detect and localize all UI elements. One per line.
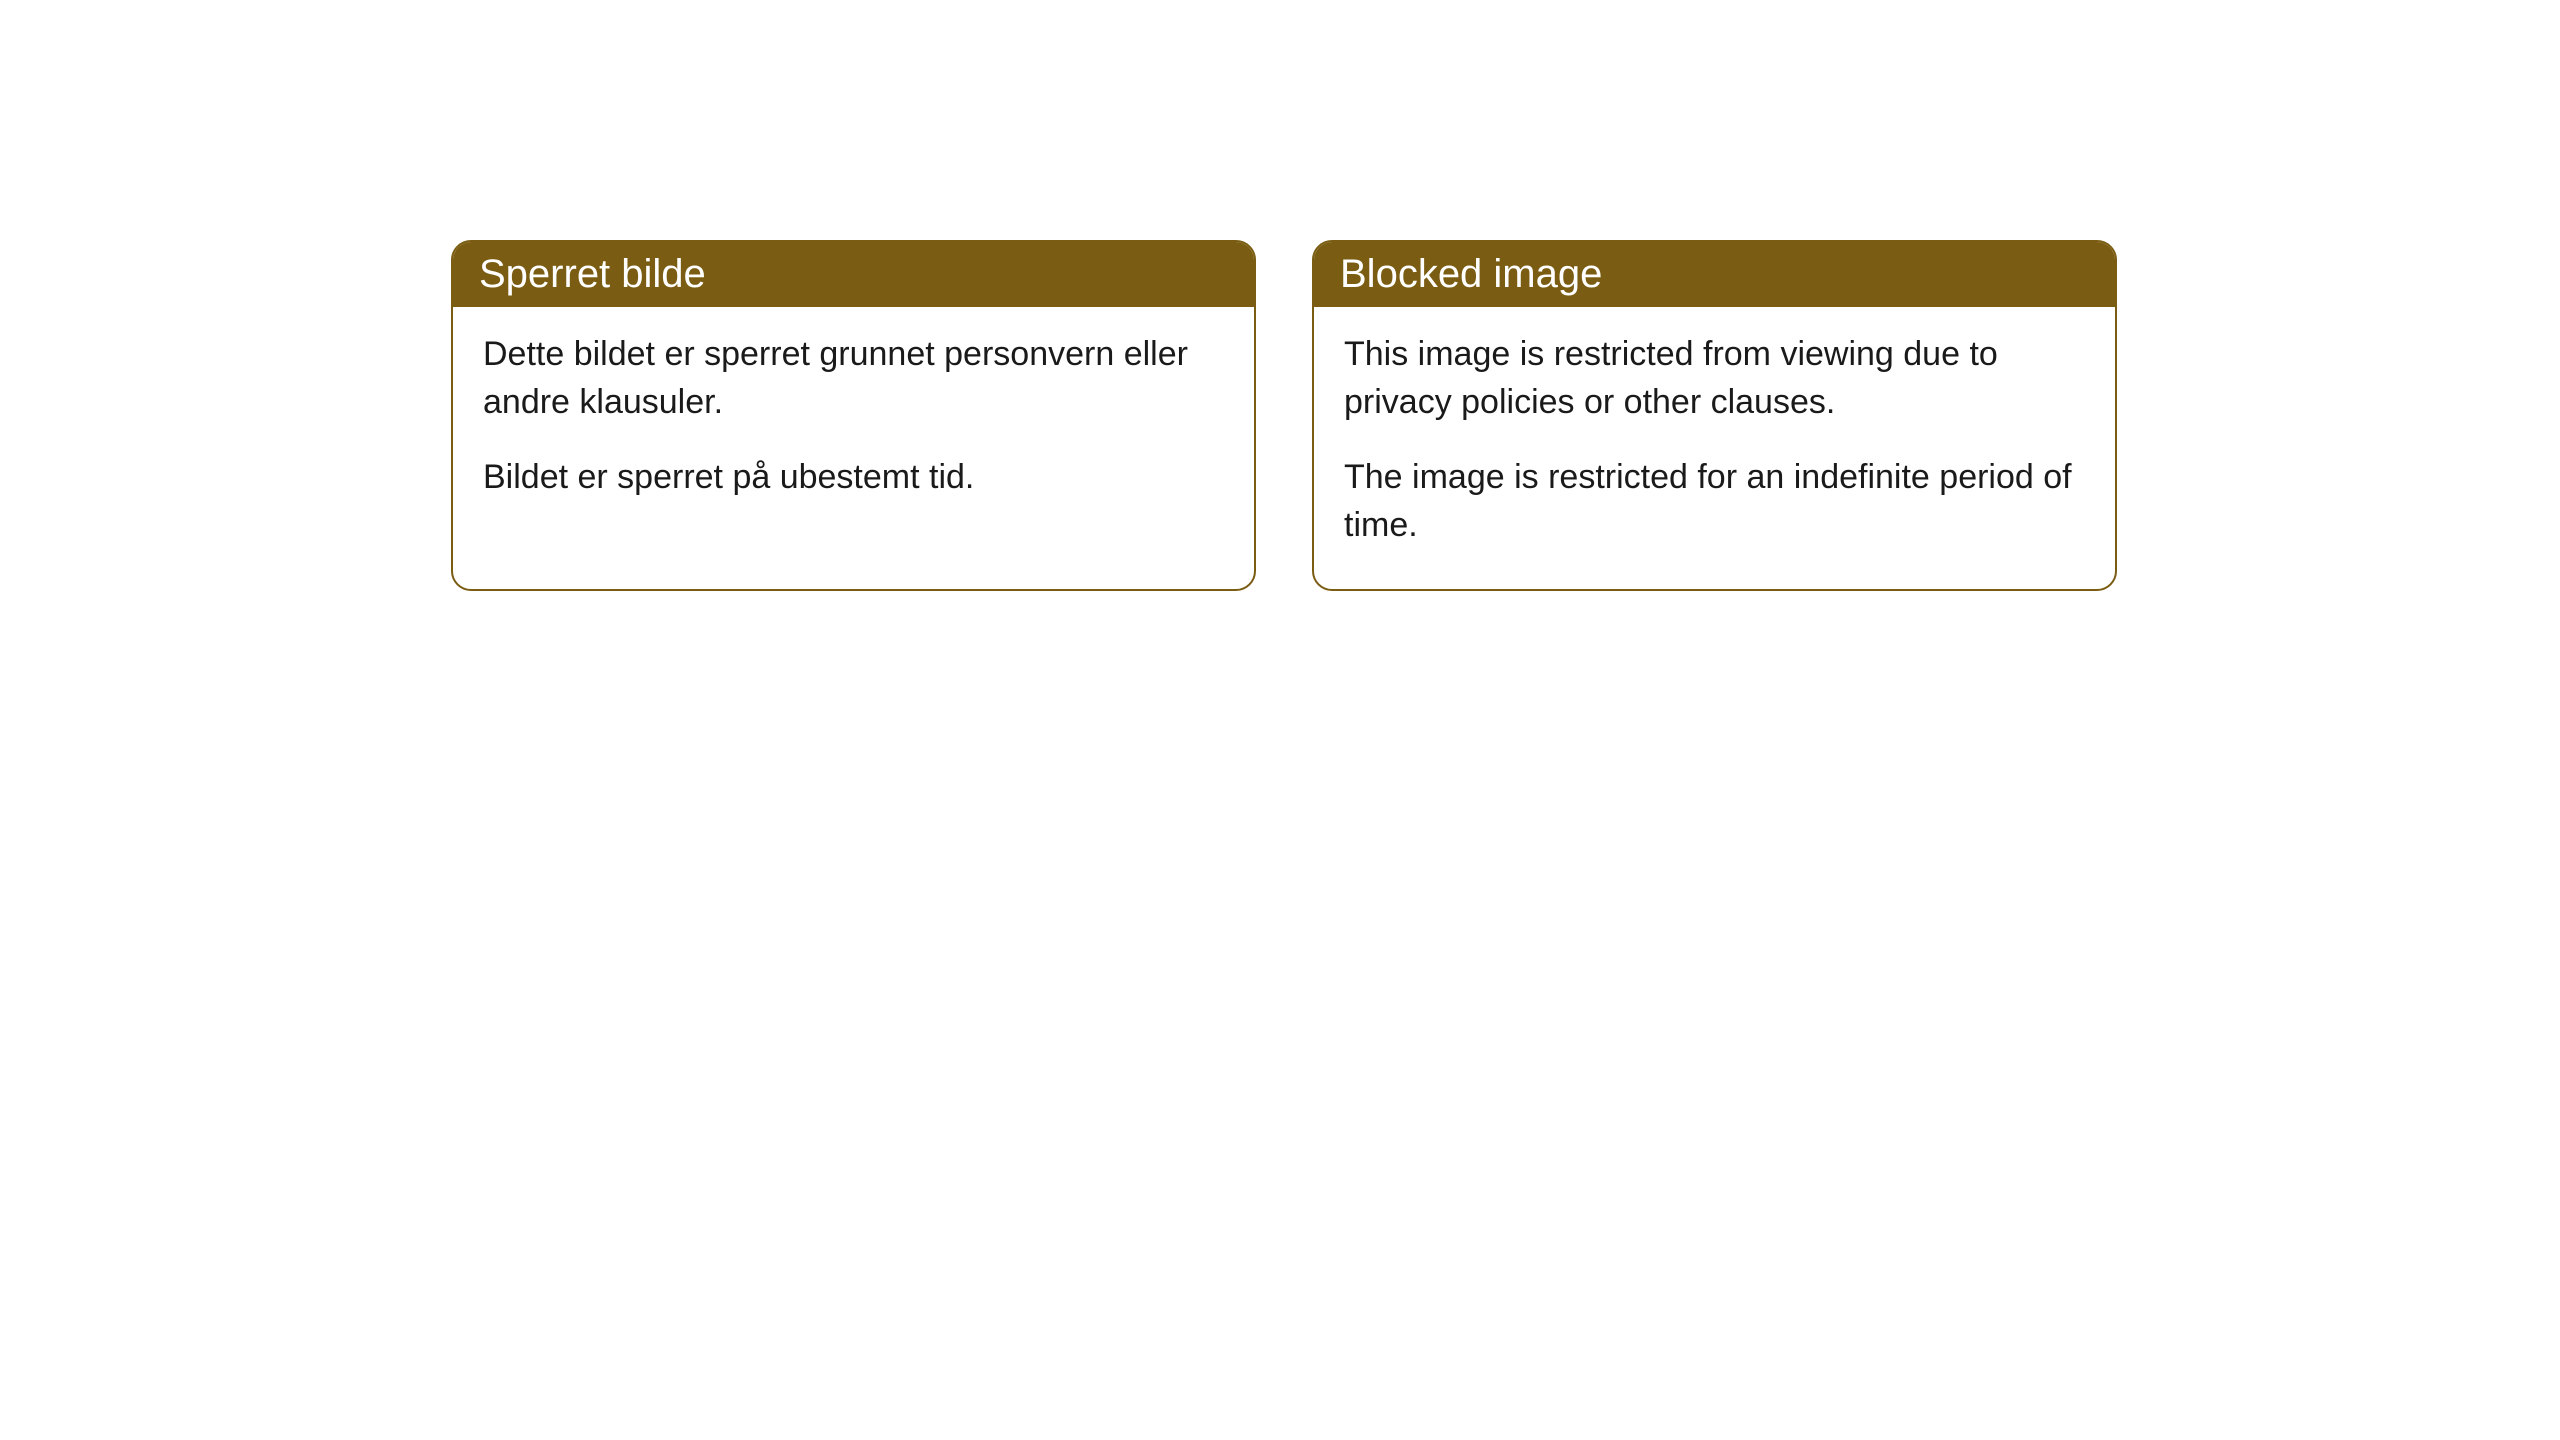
blocked-image-card-no: Sperret bilde Dette bildet er sperret gr… [451,240,1256,591]
card-body-no: Dette bildet er sperret grunnet personve… [453,307,1254,542]
card-para1-no: Dette bildet er sperret grunnet personve… [483,331,1224,426]
card-para2-no: Bildet er sperret på ubestemt tid. [483,454,1224,502]
card-para2-en: The image is restricted for an indefinit… [1344,454,2085,549]
blocked-image-card-en: Blocked image This image is restricted f… [1312,240,2117,591]
card-body-en: This image is restricted from viewing du… [1314,307,2115,589]
card-header-no: Sperret bilde [453,242,1254,307]
notice-cards-container: Sperret bilde Dette bildet er sperret gr… [451,240,2117,591]
card-para1-en: This image is restricted from viewing du… [1344,331,2085,426]
card-title-en: Blocked image [1340,252,1602,296]
card-header-en: Blocked image [1314,242,2115,307]
card-title-no: Sperret bilde [479,252,706,296]
